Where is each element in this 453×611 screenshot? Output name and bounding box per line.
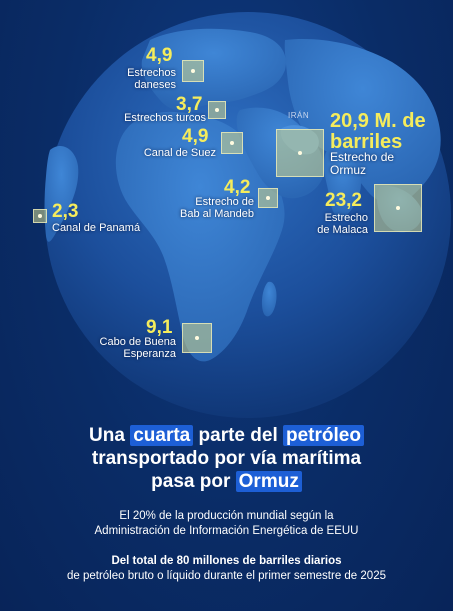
marker-dot xyxy=(215,108,219,112)
label-line: Ormuz xyxy=(330,163,366,177)
headline-line-3: pasa por Ormuz xyxy=(0,470,453,493)
marker-dot xyxy=(230,141,234,145)
marker-dot xyxy=(38,214,42,218)
marker-bab-al-mandeb[interactable] xyxy=(258,188,278,208)
marker-estrecho-ormuz[interactable] xyxy=(276,129,324,177)
value-line: barriles xyxy=(330,131,403,153)
label-line: de Malaca xyxy=(317,224,368,236)
headline-text: parte del xyxy=(193,425,283,446)
label-canal-panama: Canal de Panamá xyxy=(52,222,141,234)
value-cabo-buena-esperanza: 9,1 xyxy=(146,317,173,338)
value-estrechos-daneses: 4,9 xyxy=(146,45,173,66)
label-line: Estrecho de xyxy=(195,196,254,208)
source-note-line-2: Administración de Información Energética… xyxy=(94,525,359,537)
label-cabo-buena-esperanza: Cabo de Buena Esperanza xyxy=(100,336,176,360)
marker-dot xyxy=(191,69,195,73)
marker-canal-panama[interactable] xyxy=(33,209,47,223)
land-madagascar xyxy=(261,281,277,317)
label-line: Estrecho de xyxy=(330,150,395,164)
marker-dot xyxy=(195,336,199,340)
land-india xyxy=(323,149,362,219)
label-estrecho-ormuz: Estrecho de Ormuz xyxy=(330,151,394,177)
label-line: Bab al Mandeb xyxy=(180,208,254,220)
label-estrecho-malaca: Estrecho de Malaca xyxy=(317,212,368,236)
land-africa xyxy=(115,111,285,362)
label-bab-al-mandeb: Estrecho de Bab al Mandeb xyxy=(180,196,254,220)
total-note-line-2: de petróleo bruto o líquido durante el p… xyxy=(66,570,386,582)
land-americas xyxy=(44,145,79,242)
value-estrecho-ormuz: 20,9 M. de barriles xyxy=(330,111,426,153)
headline-text: Una xyxy=(89,425,131,446)
marker-dot xyxy=(298,151,302,155)
value-canal-suez: 4,9 xyxy=(182,126,209,147)
land-europe xyxy=(141,28,286,111)
value-canal-panama: 2,3 xyxy=(52,201,79,222)
marker-estrechos-turcos[interactable] xyxy=(208,101,226,119)
label-line: Esperanza xyxy=(123,348,176,360)
value-bab-al-mandeb: 4,2 xyxy=(224,177,251,198)
headline-highlight-ormuz: Ormuz xyxy=(235,471,302,492)
headline-line-2: transportado por vía marítima xyxy=(91,448,362,469)
total-note: Del total de 80 millones de barriles dia… xyxy=(0,554,453,584)
marker-dot xyxy=(266,196,270,200)
value-line: 20,9 M. de xyxy=(330,110,426,132)
label-line: Cabo de Buena xyxy=(99,336,176,348)
label-estrechos-daneses: Estrechos daneses xyxy=(127,67,176,91)
label-line: Estrechos xyxy=(127,67,176,79)
label-estrechos-turcos: Estrechos turcos xyxy=(124,112,206,124)
globe-map xyxy=(44,12,451,418)
headline: Una cuarta parte del petróleo transporta… xyxy=(0,424,453,493)
label-line: Estrecho xyxy=(324,212,368,224)
marker-estrechos-daneses[interactable] xyxy=(182,60,204,82)
country-label-iran: IRÁN xyxy=(288,111,310,120)
value-estrechos-turcos: 3,7 xyxy=(176,94,203,115)
marker-estrecho-malaca[interactable] xyxy=(374,184,422,232)
marker-dot xyxy=(396,206,400,210)
label-canal-suez: Canal de Suez xyxy=(143,147,216,159)
source-note-line-1: El 20% de la producción mundial según la xyxy=(119,510,334,522)
marker-cabo-buena-esperanza[interactable] xyxy=(182,323,212,353)
total-note-line-1: Del total de 80 millones de barriles dia… xyxy=(111,555,342,567)
value-estrecho-malaca: 23,2 xyxy=(325,190,362,211)
marker-canal-suez[interactable] xyxy=(221,132,243,154)
headline-line-1: Una cuarta parte del petróleo xyxy=(0,424,453,447)
headline-highlight-cuarta: cuarta xyxy=(130,425,194,446)
headline-highlight-petroleo: petróleo xyxy=(283,425,364,446)
label-line: daneses xyxy=(134,79,176,91)
land-asia xyxy=(284,38,441,205)
source-note: El 20% de la producción mundial según la… xyxy=(0,509,453,539)
headline-text: pasa por xyxy=(151,471,236,492)
